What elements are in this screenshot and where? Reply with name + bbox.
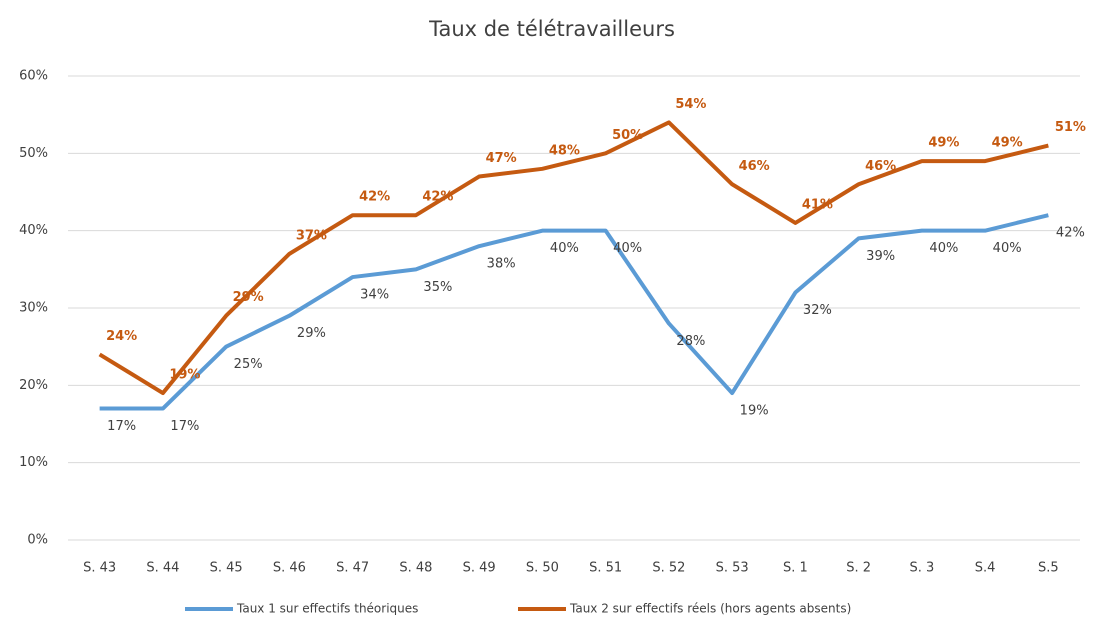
data-label: 46%	[739, 159, 770, 174]
data-label: 46%	[865, 159, 896, 174]
data-label: 32%	[803, 303, 832, 318]
y-tick-label: 50%	[19, 146, 48, 161]
data-label: 24%	[106, 329, 137, 344]
data-label: 39%	[866, 249, 895, 264]
x-tick-label: S. 51	[589, 561, 622, 576]
data-label: 29%	[297, 326, 326, 341]
x-tick-label: S. 52	[652, 561, 685, 576]
data-label: 40%	[550, 241, 579, 256]
x-tick-label: S. 47	[336, 561, 369, 576]
data-label: 19%	[740, 404, 769, 419]
data-label: 54%	[675, 97, 706, 112]
series-line	[98, 120, 1049, 396]
y-tick-label: 30%	[19, 301, 48, 316]
x-tick-label: S. 49	[463, 561, 496, 576]
data-label: 47%	[486, 151, 517, 166]
data-label: 40%	[613, 241, 642, 256]
x-tick-label: S. 48	[399, 561, 432, 576]
x-tick-label: S. 45	[210, 561, 243, 576]
data-label: 17%	[170, 419, 199, 434]
y-tick-label: 0%	[27, 533, 48, 548]
data-label: 41%	[802, 197, 833, 212]
data-label: 49%	[992, 136, 1023, 151]
data-label: 51%	[1055, 120, 1086, 135]
data-label: 48%	[549, 143, 580, 158]
chart-title: Taux de télétravailleurs	[428, 17, 675, 41]
data-label: 50%	[612, 128, 643, 143]
data-label: 19%	[169, 368, 200, 383]
x-tick-label: S.5	[1038, 561, 1059, 576]
legend-label: Taux 1 sur effectifs théoriques	[236, 602, 418, 616]
x-tick-label: S. 2	[846, 561, 871, 576]
series-line	[99, 213, 1049, 411]
data-label: 35%	[423, 280, 452, 295]
data-label: 17%	[107, 419, 136, 434]
x-tick-label: S. 3	[909, 561, 934, 576]
y-tick-label: 40%	[19, 223, 48, 238]
data-label: 37%	[296, 228, 327, 243]
x-tick-label: S. 53	[716, 561, 749, 576]
data-label: 34%	[360, 288, 389, 303]
x-tick-label: S. 43	[83, 561, 116, 576]
data-label: 40%	[929, 241, 958, 256]
x-tick-label: S. 44	[146, 561, 179, 576]
y-tick-label: 20%	[19, 378, 48, 393]
data-label: 38%	[487, 257, 516, 272]
x-tick-label: S. 50	[526, 561, 559, 576]
data-label: 42%	[1056, 226, 1085, 241]
data-label: 29%	[233, 290, 264, 305]
data-label: 42%	[359, 190, 390, 205]
x-tick-label: S. 46	[273, 561, 306, 576]
y-tick-label: 10%	[19, 455, 48, 470]
x-tick-label: S.4	[975, 561, 996, 576]
y-tick-label: 60%	[19, 69, 48, 84]
x-tick-label: S. 1	[783, 561, 808, 576]
data-label: 42%	[422, 190, 453, 205]
data-label: 28%	[676, 334, 705, 349]
data-label: 40%	[993, 241, 1022, 256]
legend-label: Taux 2 sur effectifs réels (hors agents …	[569, 602, 851, 616]
data-label: 25%	[234, 357, 263, 372]
data-label: 49%	[928, 136, 959, 151]
